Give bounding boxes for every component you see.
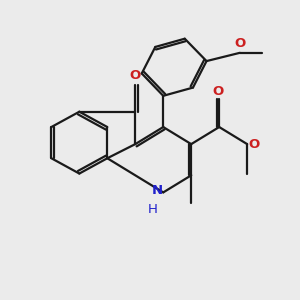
Text: O: O <box>212 85 223 98</box>
Text: H: H <box>148 203 158 216</box>
Text: O: O <box>249 138 260 151</box>
Text: N: N <box>152 184 163 197</box>
Text: O: O <box>234 37 245 50</box>
Text: O: O <box>130 69 141 82</box>
